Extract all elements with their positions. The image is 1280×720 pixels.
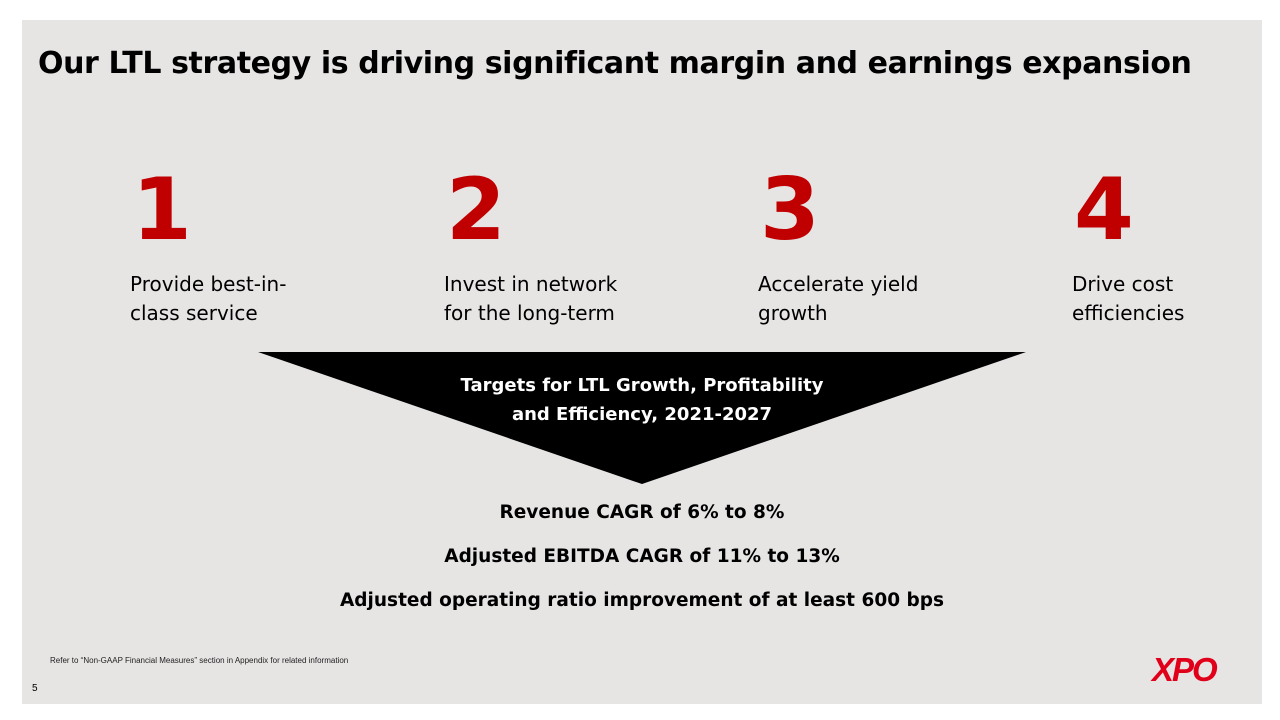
target-ebitda-cagr: Adjusted EBITDA CAGR of 11% to 13% [444, 546, 840, 567]
footnote: Refer to “Non-GAAP Financial Measures” s… [50, 656, 349, 665]
targets-list: Revenue CAGR of 6% to 8% Adjusted EBITDA… [22, 502, 1262, 634]
slide-title: Our LTL strategy is driving significant … [38, 46, 1192, 81]
funnel-triangle [258, 352, 1026, 484]
pillar-number: 4 [1074, 160, 1134, 260]
target-operating-ratio: Adjusted operating ratio improvement of … [339, 590, 944, 611]
pillar-label: Drive cost efficiencies [1072, 272, 1185, 325]
pillar-3: 3 Accelerate yield growth [758, 162, 1008, 328]
pillar-number: 2 [446, 160, 506, 260]
pillar-number: 1 [132, 160, 192, 260]
pillar-label: Invest in network for the long-term [444, 272, 618, 325]
slide: Our LTL strategy is driving significant … [22, 20, 1262, 704]
page-number: 5 [32, 683, 38, 694]
targets-funnel: Targets for LTL Growth, Profitability an… [258, 352, 1026, 484]
pillar-1: 1 Provide best-in-class service [130, 162, 380, 328]
xpo-logo: XPO [1152, 652, 1232, 688]
logo-wordmark: XPO [1152, 651, 1218, 688]
pillar-label: Accelerate yield growth [758, 272, 919, 325]
funnel-heading: Targets for LTL Growth, Profitability an… [460, 375, 824, 425]
pillar-2: 2 Invest in network for the long-term [444, 162, 694, 328]
pillar-4: 4 Drive cost efficiencies [1072, 162, 1280, 328]
target-revenue-cagr: Revenue CAGR of 6% to 8% [499, 502, 785, 523]
pillar-number: 3 [760, 160, 820, 260]
pillar-label: Provide best-in-class service [130, 272, 287, 325]
